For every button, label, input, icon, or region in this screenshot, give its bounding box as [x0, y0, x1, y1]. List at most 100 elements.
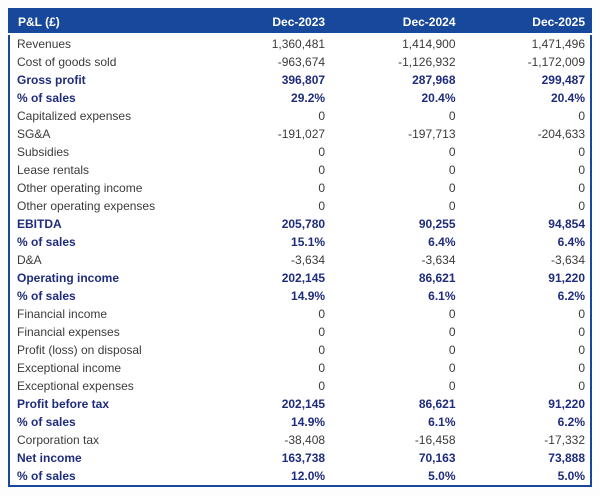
- row-value: 0: [330, 341, 461, 359]
- row-label: Profit (loss) on disposal: [9, 341, 200, 359]
- table-row: Other operating income 0 0 0: [9, 179, 591, 197]
- row-value: 0: [330, 161, 461, 179]
- row-value: 202,145: [199, 395, 331, 413]
- row-value: 0: [330, 359, 461, 377]
- row-value: 0: [199, 143, 331, 161]
- row-value: 6.4%: [460, 233, 591, 251]
- table-row: Net income 163,738 70,163 73,888: [9, 449, 591, 467]
- row-value: -38,408: [199, 431, 331, 449]
- row-value: 0: [199, 359, 331, 377]
- row-label: Exceptional income: [9, 359, 200, 377]
- row-value: 1,471,496: [460, 34, 591, 53]
- column-header: Dec-2024: [330, 9, 461, 34]
- row-value: 6.2%: [460, 413, 591, 431]
- row-value: 0: [199, 161, 331, 179]
- table-row: Profit before tax 202,145 86,621 91,220: [9, 395, 591, 413]
- row-value: 0: [460, 323, 591, 341]
- row-value: -191,027: [199, 125, 331, 143]
- table-row: % of sales 14.9% 6.1% 6.2%: [9, 287, 591, 305]
- row-label: Capitalized expenses: [9, 107, 200, 125]
- row-label: Profit before tax: [9, 395, 200, 413]
- table-row: Financial expenses 0 0 0: [9, 323, 591, 341]
- row-value: 14.9%: [199, 413, 331, 431]
- row-value: 0: [330, 377, 461, 395]
- table-row: Capitalized expenses 0 0 0: [9, 107, 591, 125]
- row-value: 0: [460, 305, 591, 323]
- row-value: 20.4%: [330, 89, 461, 107]
- table-row: Corporation tax -38,408 -16,458 -17,332: [9, 431, 591, 449]
- row-label: % of sales: [9, 89, 200, 107]
- row-label: Lease rentals: [9, 161, 200, 179]
- row-value: -963,674: [199, 53, 331, 71]
- row-value: -3,634: [460, 251, 591, 269]
- row-value: 0: [199, 305, 331, 323]
- table-row: Financial income 0 0 0: [9, 305, 591, 323]
- row-value: 0: [199, 107, 331, 125]
- row-label: Operating income: [9, 269, 200, 287]
- row-value: 0: [460, 179, 591, 197]
- row-value: 0: [199, 341, 331, 359]
- row-value: -1,172,009: [460, 53, 591, 71]
- row-value: 0: [460, 341, 591, 359]
- table-row: Profit (loss) on disposal 0 0 0: [9, 341, 591, 359]
- row-value: 0: [460, 377, 591, 395]
- row-value: 0: [330, 323, 461, 341]
- row-value: 86,621: [330, 269, 461, 287]
- row-value: -197,713: [330, 125, 461, 143]
- row-value: -17,332: [460, 431, 591, 449]
- table-row: % of sales 29.2% 20.4% 20.4%: [9, 89, 591, 107]
- table-row: SG&A -191,027 -197,713 -204,633: [9, 125, 591, 143]
- table-row: Lease rentals 0 0 0: [9, 161, 591, 179]
- row-value: 5.0%: [330, 467, 461, 486]
- row-value: 0: [460, 143, 591, 161]
- row-label: Other operating income: [9, 179, 200, 197]
- row-label: SG&A: [9, 125, 200, 143]
- row-value: 287,968: [330, 71, 461, 89]
- row-value: 12.0%: [199, 467, 331, 486]
- row-label: Cost of goods sold: [9, 53, 200, 71]
- row-value: -3,634: [199, 251, 331, 269]
- row-label: % of sales: [9, 413, 200, 431]
- table-row: Cost of goods sold -963,674 -1,126,932 -1,1…: [9, 53, 591, 71]
- row-label: % of sales: [9, 287, 200, 305]
- row-value: 1,414,900: [330, 34, 461, 53]
- row-value: 0: [460, 359, 591, 377]
- pl-table-body: Revenues 1,360,481 1,414,900 1,471,496 Cost …: [9, 34, 591, 486]
- row-value: 20.4%: [460, 89, 591, 107]
- row-value: 91,220: [460, 395, 591, 413]
- row-value: 0: [460, 197, 591, 215]
- row-value: 6.1%: [330, 413, 461, 431]
- row-value: 70,163: [330, 449, 461, 467]
- row-label: Financial expenses: [9, 323, 200, 341]
- row-value: 73,888: [460, 449, 591, 467]
- row-value: 14.9%: [199, 287, 331, 305]
- row-value: 94,854: [460, 215, 591, 233]
- row-value: 0: [199, 179, 331, 197]
- table-row: Subsidies 0 0 0: [9, 143, 591, 161]
- row-value: 15.1%: [199, 233, 331, 251]
- row-value: 0: [330, 179, 461, 197]
- row-value: 91,220: [460, 269, 591, 287]
- row-label: Financial income: [9, 305, 200, 323]
- row-value: 29.2%: [199, 89, 331, 107]
- row-value: 202,145: [199, 269, 331, 287]
- row-value: 205,780: [199, 215, 331, 233]
- row-value: 0: [199, 377, 331, 395]
- row-value: 0: [199, 197, 331, 215]
- row-value: 0: [460, 107, 591, 125]
- row-label: % of sales: [9, 467, 200, 486]
- row-value: 90,255: [330, 215, 461, 233]
- row-value: 396,807: [199, 71, 331, 89]
- table-row: EBITDA 205,780 90,255 94,854: [9, 215, 591, 233]
- table-row: Revenues 1,360,481 1,414,900 1,471,496: [9, 34, 591, 53]
- table-row: Gross profit 396,807 287,968 299,487: [9, 71, 591, 89]
- row-value: 163,738: [199, 449, 331, 467]
- row-value: -204,633: [460, 125, 591, 143]
- row-label: Revenues: [9, 34, 200, 53]
- header-row: P&L (£) Dec-2023 Dec-2024 Dec-2025: [9, 9, 591, 34]
- row-value: -3,634: [330, 251, 461, 269]
- row-label: Net income: [9, 449, 200, 467]
- row-value: -16,458: [330, 431, 461, 449]
- table-title: P&L (£): [9, 9, 200, 34]
- row-label: D&A: [9, 251, 200, 269]
